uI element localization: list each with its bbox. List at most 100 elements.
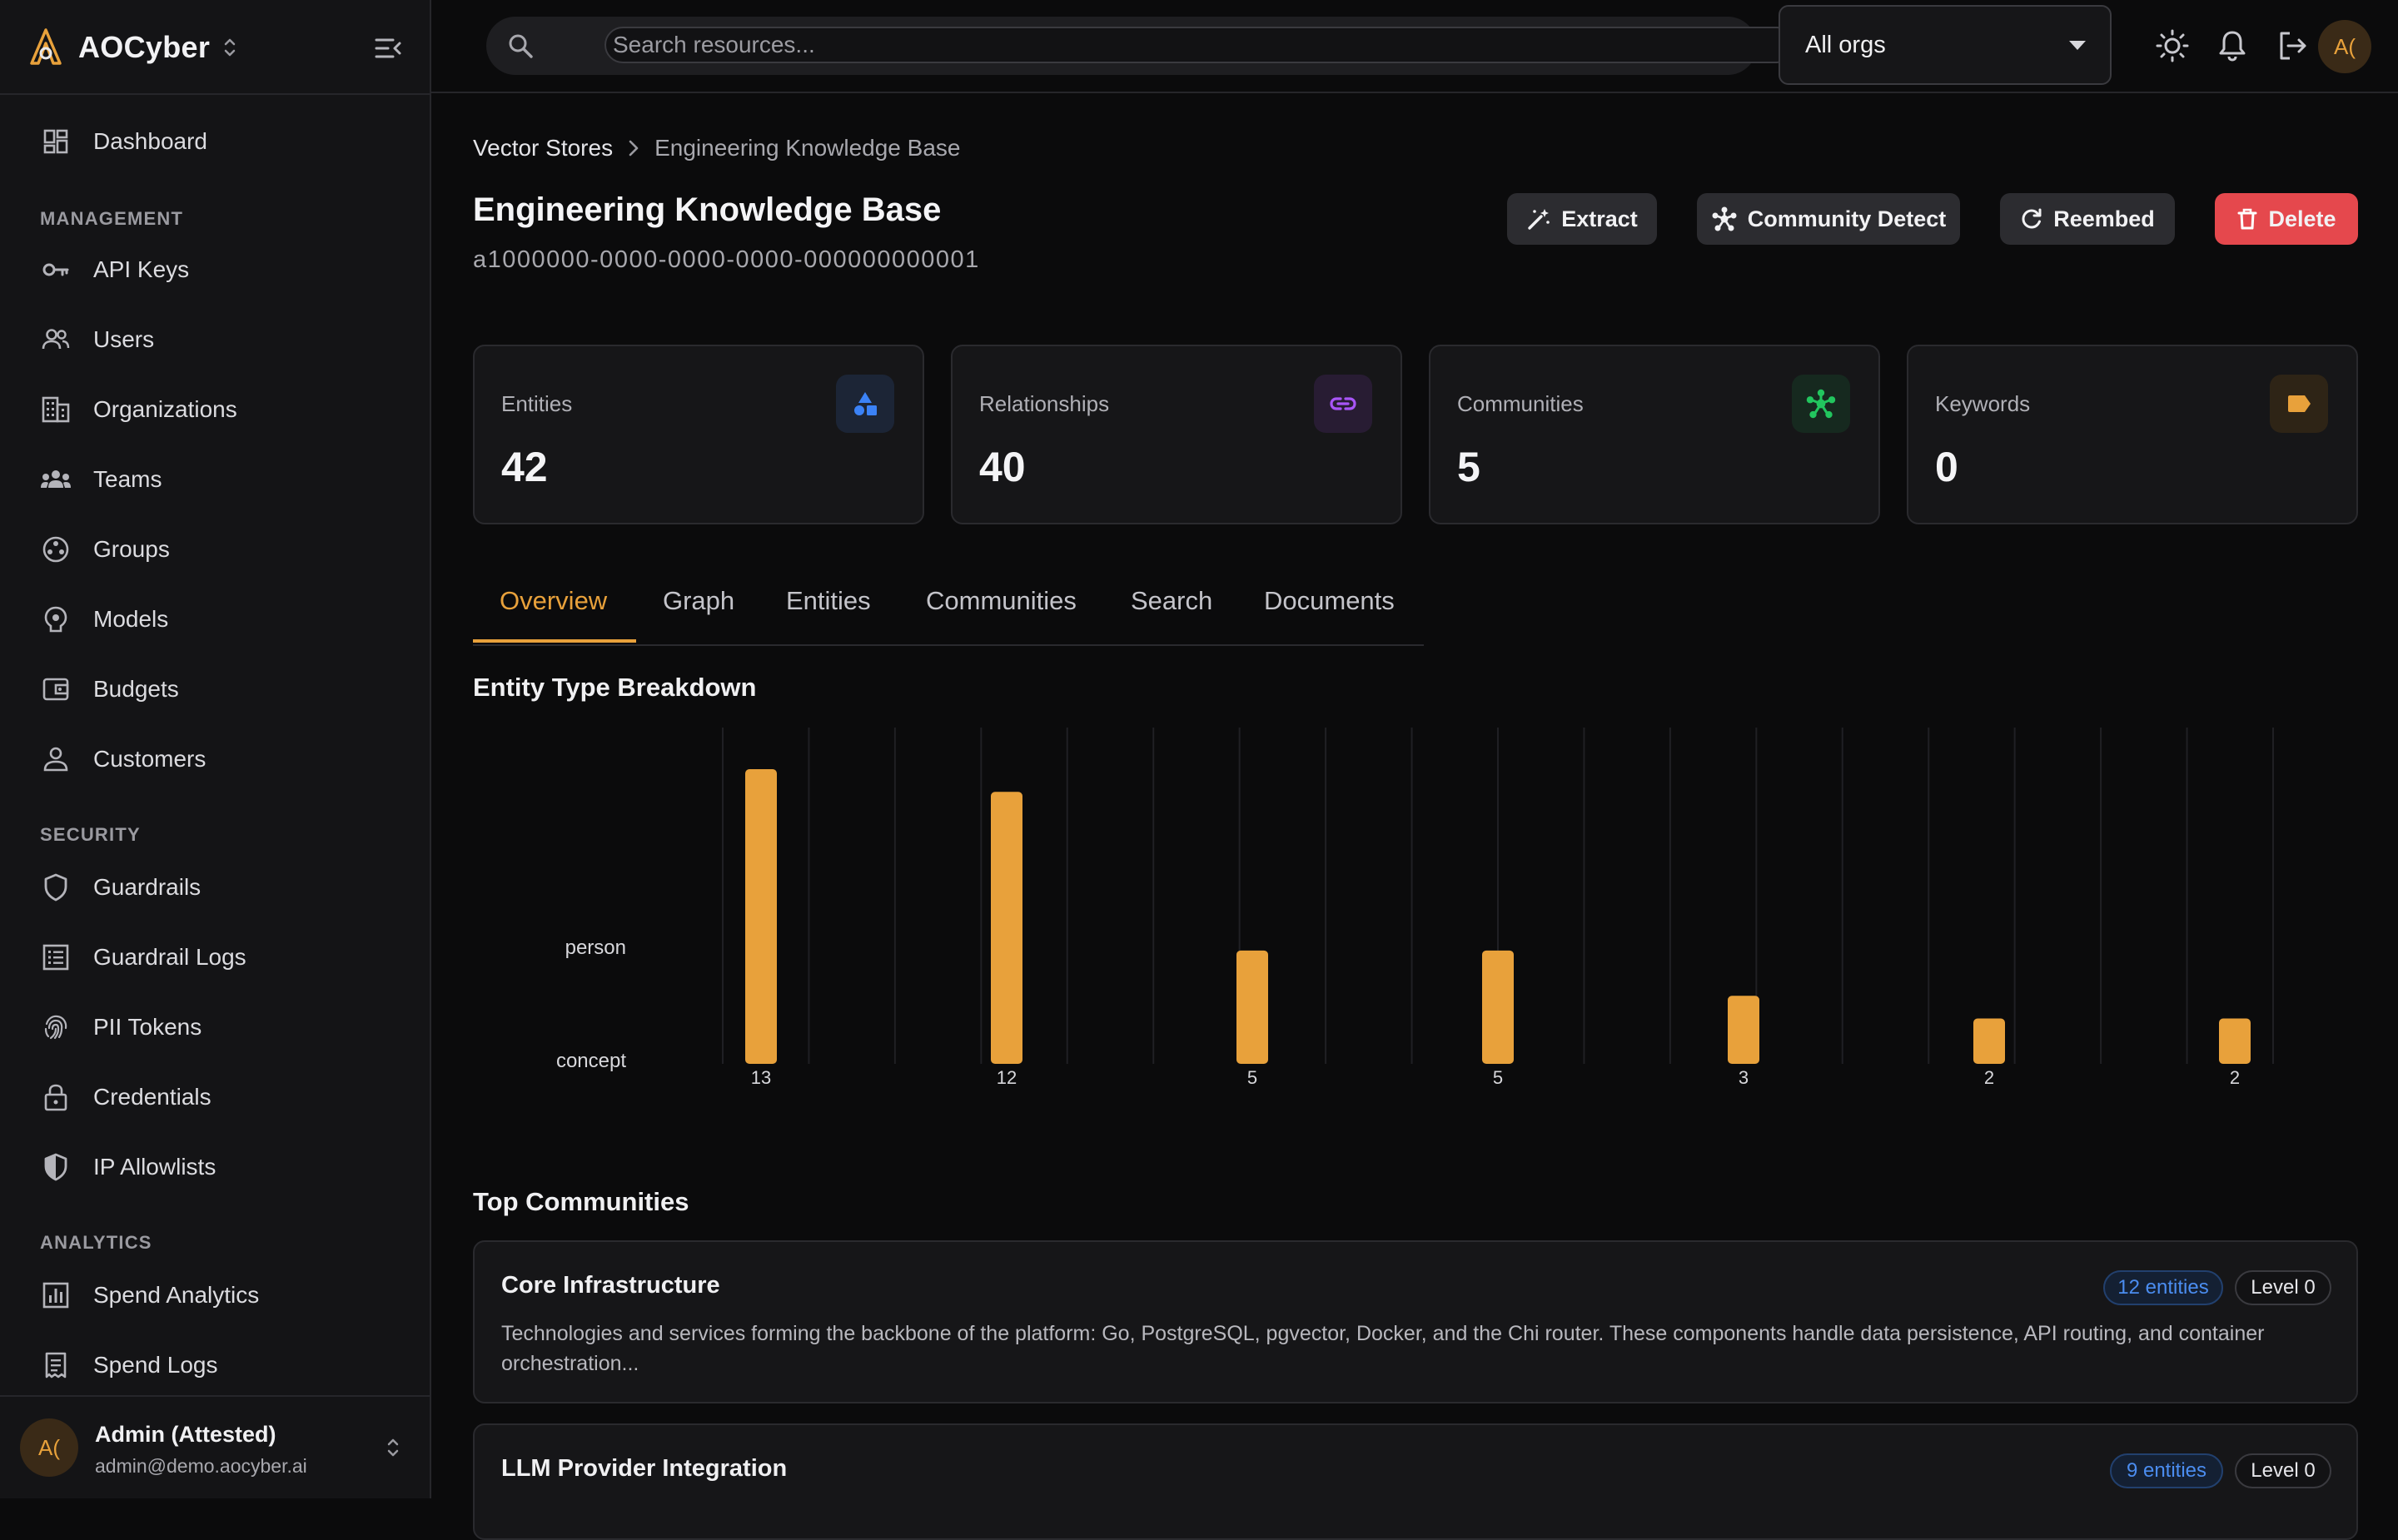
stat-label: Communities <box>1457 391 1584 416</box>
community-detect-button[interactable]: Community Detect <box>1697 193 1960 245</box>
bar[interactable] <box>1482 950 1514 1064</box>
tab-graph[interactable]: Graph <box>663 586 735 615</box>
y-tick-label: concept <box>556 1050 626 1072</box>
org-select[interactable]: All orgs <box>1779 5 2112 85</box>
breadcrumb-link-vector-stores[interactable]: Vector Stores <box>473 135 614 161</box>
sidebar-item-guardrail-logs[interactable]: Guardrail Logs <box>40 934 246 981</box>
lock-icon <box>40 1081 72 1113</box>
refresh-icon <box>2022 208 2042 229</box>
groups-icon <box>40 534 72 565</box>
stat-label: Keywords <box>1935 391 2031 416</box>
y-tick-label: person <box>565 936 626 959</box>
section-label-management: MANAGEMENT <box>40 208 184 229</box>
reembed-button-label: Reembed <box>2053 206 2155 231</box>
models-icon <box>40 604 72 635</box>
magic-wand-icon <box>1528 209 1550 230</box>
bar[interactable] <box>1236 950 1268 1064</box>
bell-icon[interactable] <box>2215 28 2250 63</box>
bar-value-label: 5 <box>1493 1067 1503 1088</box>
sun-icon[interactable] <box>2155 28 2190 63</box>
sidebar-item-pii-tokens[interactable]: PII Tokens <box>40 1004 201 1051</box>
sidebar-item-users[interactable]: Users <box>40 316 154 363</box>
users-icon <box>40 324 72 355</box>
entity-count-badge: 12 entities <box>2103 1270 2223 1305</box>
stat-value: 0 <box>1935 444 1958 490</box>
bar[interactable] <box>745 769 777 1064</box>
bar-value-label: 3 <box>1739 1067 1749 1088</box>
sidebar-item-budgets[interactable]: Budgets <box>40 666 179 713</box>
community-card[interactable]: LLM Provider Integration 9 entities Leve… <box>473 1423 2358 1540</box>
sidebar-item-label: Organizations <box>93 396 237 422</box>
stat-label: Relationships <box>979 391 1110 416</box>
tab-communities[interactable]: Communities <box>926 586 1077 615</box>
reembed-button[interactable]: Reembed <box>2000 193 2175 245</box>
team-icon <box>40 464 72 495</box>
shield-icon <box>40 872 72 903</box>
search-input[interactable] <box>604 27 1795 63</box>
dashboard-icon <box>40 126 72 157</box>
delete-button-label: Delete <box>2268 206 2336 231</box>
user-menu[interactable]: A( Admin (Attested) admin@demo.aocyber.a… <box>0 1395 430 1500</box>
sidebar-item-credentials[interactable]: Credentials <box>40 1074 211 1120</box>
community-card[interactable]: Core Infrastructure 12 entities Level 0 … <box>473 1240 2358 1403</box>
tab-documents[interactable]: Documents <box>1264 586 1395 615</box>
entity-count-badge: 9 entities <box>2110 1453 2223 1488</box>
tab-entities[interactable]: Entities <box>786 586 871 615</box>
stat-card-entities: Entities 42 <box>473 345 924 524</box>
caret-down-icon <box>2069 41 2086 50</box>
bar[interactable] <box>1728 996 1759 1064</box>
sidebar-item-label: PII Tokens <box>93 1014 202 1040</box>
key-icon <box>40 254 72 286</box>
stat-card-relationships: Relationships 40 <box>951 345 1402 524</box>
breadcrumb: Vector Stores Engineering Knowledge Base <box>473 135 960 161</box>
user-avatar[interactable]: A( <box>2318 20 2371 73</box>
chevron-updown-icon[interactable] <box>221 35 238 60</box>
sidebar-item-customers[interactable]: Customers <box>40 736 206 782</box>
chevron-right-icon <box>629 140 639 156</box>
org-select-value: All orgs <box>1805 32 1886 58</box>
fingerprint-icon <box>40 1011 72 1043</box>
chevron-updown-icon[interactable] <box>385 1433 401 1462</box>
sidebar-item-ip-allowlists[interactable]: IP Allowlists <box>40 1144 216 1190</box>
sidebar-item-spend-analytics[interactable]: Spend Analytics <box>40 1272 259 1319</box>
sidebar-item-groups[interactable]: Groups <box>40 526 170 573</box>
search-bar[interactable] <box>486 17 1795 75</box>
bar[interactable] <box>1973 1018 2005 1064</box>
sidebar-item-dashboard[interactable]: Dashboard <box>40 118 207 165</box>
extract-button[interactable]: Extract <box>1507 193 1657 245</box>
section-label-security: SECURITY <box>40 824 141 845</box>
bar[interactable] <box>2219 1018 2251 1064</box>
bar-value-label: 2 <box>2230 1067 2240 1088</box>
sidebar-item-label: Credentials <box>93 1084 211 1110</box>
sidebar-item-label: API Keys <box>93 256 190 282</box>
sidebar-item-guardrails[interactable]: Guardrails <box>40 864 201 911</box>
topbar: All orgs A( <box>431 0 2398 93</box>
sidebar-item-label: Budgets <box>93 676 179 702</box>
aocyber-logo-icon <box>30 28 62 65</box>
sidebar-item-label: Dashboard <box>93 128 207 154</box>
bar-value-label: 2 <box>1984 1067 1994 1088</box>
customer-icon <box>40 743 72 775</box>
bar-value-label: 5 <box>1247 1067 1257 1088</box>
sidebar-item-organizations[interactable]: Organizations <box>40 386 237 433</box>
brand[interactable]: AOCyber <box>25 25 238 70</box>
community-detect-label: Community Detect <box>1747 206 1947 231</box>
section-title-top-communities: Top Communities <box>473 1187 689 1216</box>
collapse-sidebar-icon[interactable] <box>371 32 405 65</box>
level-badge: Level 0 <box>2235 1270 2331 1305</box>
tab-search[interactable]: Search <box>1131 586 1213 615</box>
logout-icon[interactable] <box>2275 28 2310 63</box>
sidebar-item-api-keys[interactable]: API Keys <box>40 246 189 293</box>
tab-bar: Overview Graph Entities Communities Sear… <box>473 574 1424 646</box>
building-icon <box>40 394 72 425</box>
delete-button[interactable]: Delete <box>2215 193 2358 245</box>
stat-label: Entities <box>501 391 573 416</box>
sidebar-item-label: Groups <box>93 536 170 562</box>
sidebar: AOCyber Dashboard MANAGEMENT API Keys Us… <box>0 0 431 1498</box>
sidebar-item-spend-logs[interactable]: Spend Logs <box>40 1342 217 1388</box>
sidebar-item-models[interactable]: Models <box>40 596 168 643</box>
sidebar-item-label: Guardrails <box>93 874 201 900</box>
bar[interactable] <box>991 792 1022 1064</box>
tab-overview[interactable]: Overview <box>500 586 608 615</box>
sidebar-item-teams[interactable]: Teams <box>40 456 162 503</box>
